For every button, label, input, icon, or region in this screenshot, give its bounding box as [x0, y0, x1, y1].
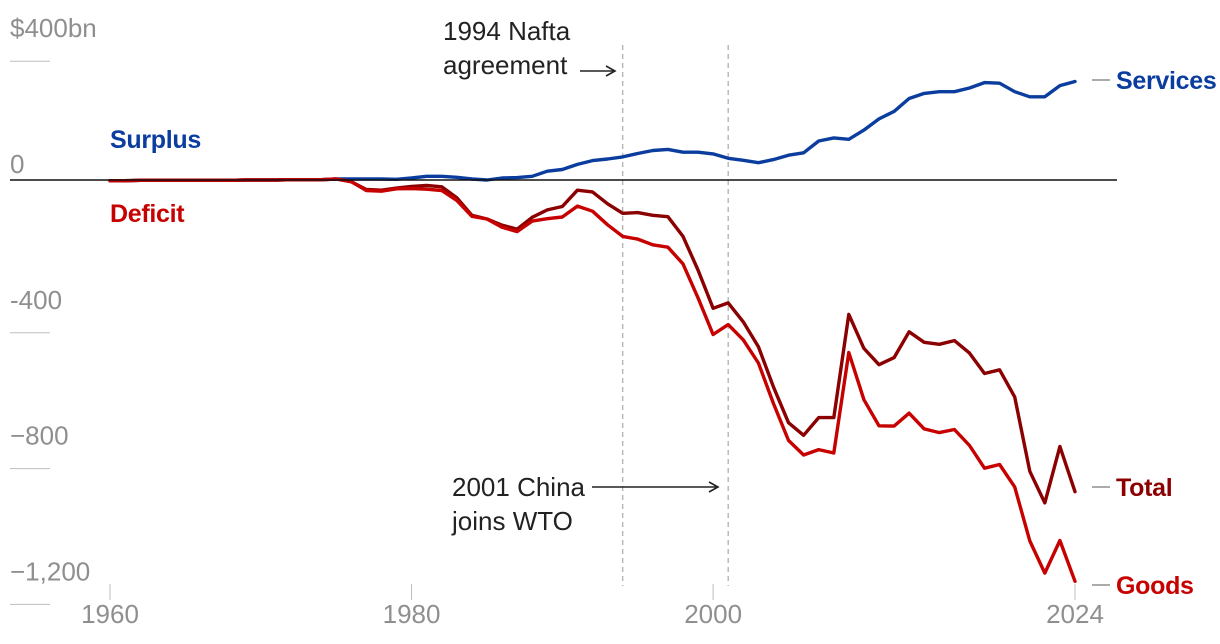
annotation-text: 2001 China [452, 472, 586, 502]
x-tick-label: 1960 [81, 599, 139, 629]
x-tick-label: 2024 [1046, 599, 1104, 629]
series-line-goods [108, 177, 1077, 583]
series-line-total [108, 177, 1077, 505]
series-label-total: Total [1116, 474, 1172, 502]
y-tick-label: −800 [10, 421, 69, 451]
series-label-services: Services [1116, 67, 1216, 95]
y-tick-label: 0 [10, 149, 24, 179]
annotation-text: agreement [443, 50, 568, 80]
series-label-goods: Goods [1116, 572, 1194, 600]
y-tick-label: $400bn [10, 13, 97, 43]
surplus-label: Surplus [110, 126, 201, 154]
y-tick-label: −1,200 [10, 556, 90, 586]
series-line-services [108, 79, 1077, 183]
annotation-text: joins WTO [451, 506, 573, 536]
y-gridlines [10, 60, 50, 605]
y-tick-label: -400 [10, 285, 62, 315]
series-lines [108, 79, 1077, 583]
series-labels: Services Total Goods [1092, 67, 1217, 600]
deficit-label: Deficit [110, 200, 185, 228]
x-tick-label: 1980 [383, 599, 441, 629]
annotation-text: 1994 Nafta [443, 16, 571, 46]
x-tick-label: 2000 [684, 599, 742, 629]
annotations: 1994 Nafta agreement 2001 China joins WTO [443, 16, 729, 586]
axes: $400bn 0 -400 −800 −1,200 1960 1980 2000 2024 Sur… [10, 13, 1117, 629]
